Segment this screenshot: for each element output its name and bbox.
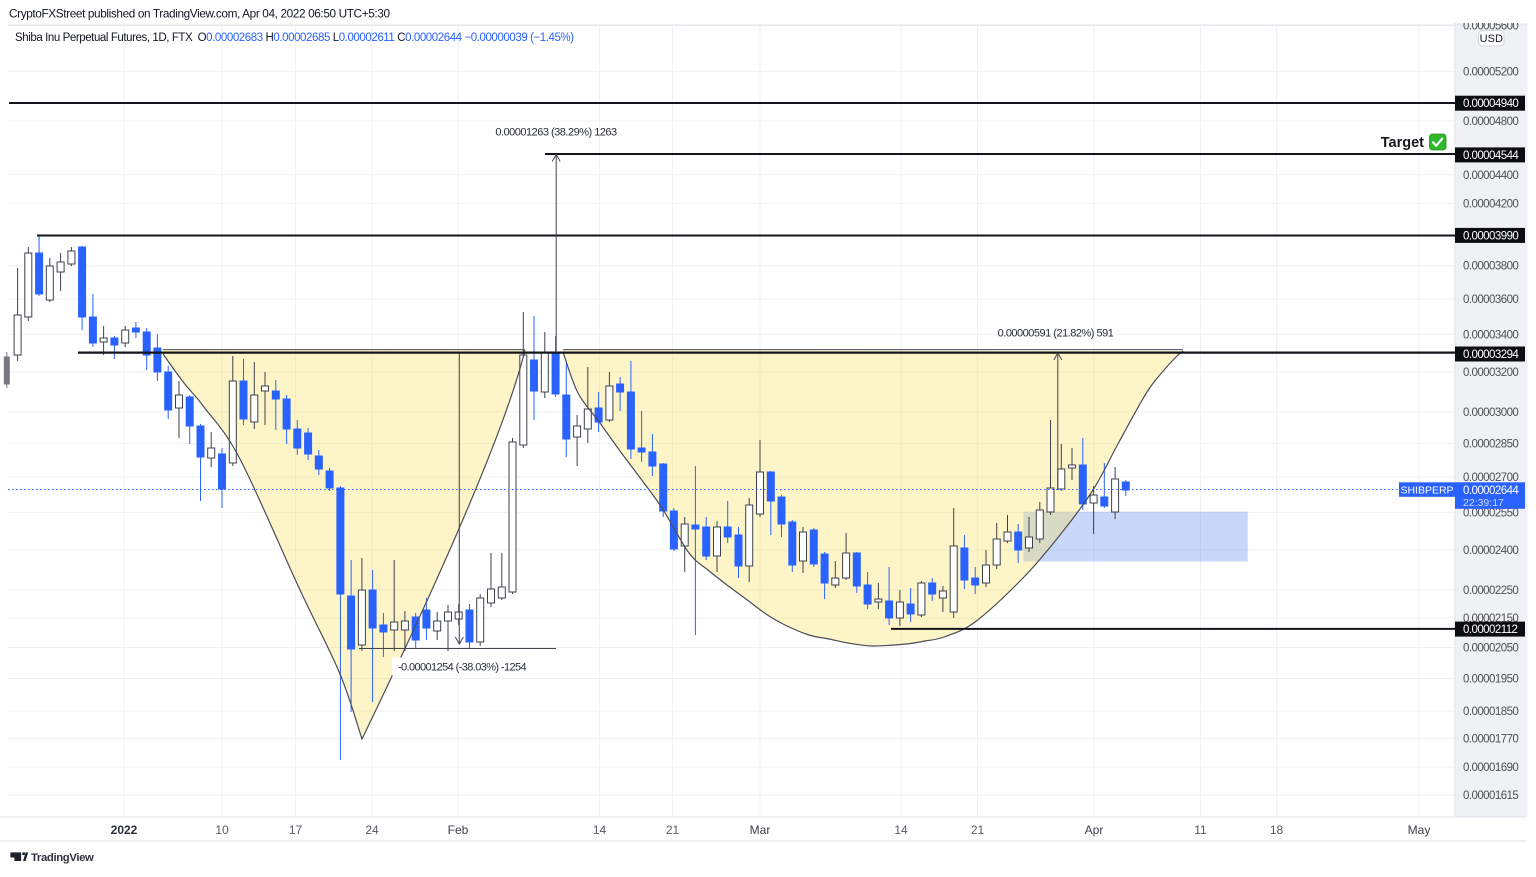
svg-text:17: 17	[289, 823, 303, 837]
svg-text:0.00002050: 0.00002050	[1463, 643, 1518, 655]
svg-text:0.00002112: 0.00002112	[1463, 624, 1518, 636]
svg-text:USD: USD	[1480, 33, 1503, 45]
svg-text:0.00001263 (38.29%) 1263: 0.00001263 (38.29%) 1263	[495, 127, 617, 139]
svg-text:0.00001950: 0.00001950	[1463, 674, 1518, 686]
svg-text:0.00003000: 0.00003000	[1463, 407, 1518, 419]
svg-text:10: 10	[215, 823, 229, 837]
svg-text:Apr: Apr	[1085, 823, 1104, 837]
svg-text:0.00003200: 0.00003200	[1463, 367, 1518, 379]
svg-text:0.00001690: 0.00001690	[1463, 762, 1518, 774]
svg-text:14: 14	[894, 823, 908, 837]
svg-text:2022: 2022	[111, 823, 138, 837]
svg-text:0.00002400: 0.00002400	[1463, 545, 1518, 557]
svg-text:0.00003800: 0.00003800	[1463, 261, 1518, 273]
svg-text:0.00004400: 0.00004400	[1463, 170, 1518, 182]
svg-text:0.00002700: 0.00002700	[1463, 472, 1518, 484]
svg-text:0.00004940: 0.00004940	[1463, 98, 1518, 110]
svg-text:0.00004800: 0.00004800	[1463, 116, 1518, 128]
svg-text:0.00003600: 0.00003600	[1463, 294, 1518, 306]
svg-text:Target: Target	[1381, 135, 1424, 151]
svg-text:Feb: Feb	[448, 823, 469, 837]
svg-text:-0.00001254 (-38.03%) -1254: -0.00001254 (-38.03%) -1254	[398, 662, 527, 674]
svg-text:Shiba Inu Perpetual Futures, 1: Shiba Inu Perpetual Futures, 1D, FTX O0.…	[15, 32, 574, 44]
svg-text:24: 24	[365, 823, 379, 837]
svg-text:0.00004200: 0.00004200	[1463, 199, 1518, 211]
svg-text:21: 21	[666, 823, 680, 837]
svg-text:0.00003990: 0.00003990	[1463, 230, 1518, 242]
svg-text:11: 11	[1194, 823, 1207, 837]
svg-text:18: 18	[1270, 823, 1284, 837]
svg-text:0.00002644: 0.00002644	[1463, 485, 1519, 497]
svg-text:0.00001615: 0.00001615	[1463, 790, 1518, 802]
svg-text:0.00005600: 0.00005600	[1463, 21, 1518, 33]
svg-text:0.00001770: 0.00001770	[1463, 733, 1518, 745]
svg-text:0.00002850: 0.00002850	[1463, 439, 1518, 451]
svg-text:14: 14	[593, 823, 607, 837]
svg-text:0.00004544: 0.00004544	[1463, 150, 1519, 162]
svg-text:0.00002550: 0.00002550	[1463, 507, 1518, 519]
svg-text:TradingView: TradingView	[31, 852, 94, 864]
svg-text:CryptoFXStreet published on Tr: CryptoFXStreet published on TradingView.…	[9, 7, 390, 21]
svg-text:0.00003294: 0.00003294	[1463, 349, 1519, 361]
svg-text:0.00000591 (21.82%) 591: 0.00000591 (21.82%) 591	[998, 328, 1114, 340]
svg-text:0.00003400: 0.00003400	[1463, 329, 1518, 341]
svg-text:22:39:17: 22:39:17	[1463, 497, 1504, 509]
svg-text:0.00001850: 0.00001850	[1463, 706, 1518, 718]
svg-text:0.00005200: 0.00005200	[1463, 66, 1518, 78]
svg-text:SHIBPERP: SHIBPERP	[1400, 484, 1453, 496]
svg-text:0.00002250: 0.00002250	[1463, 585, 1518, 597]
svg-text:21: 21	[971, 823, 985, 837]
svg-text:Mar: Mar	[750, 823, 771, 837]
svg-text:May: May	[1408, 823, 1431, 837]
